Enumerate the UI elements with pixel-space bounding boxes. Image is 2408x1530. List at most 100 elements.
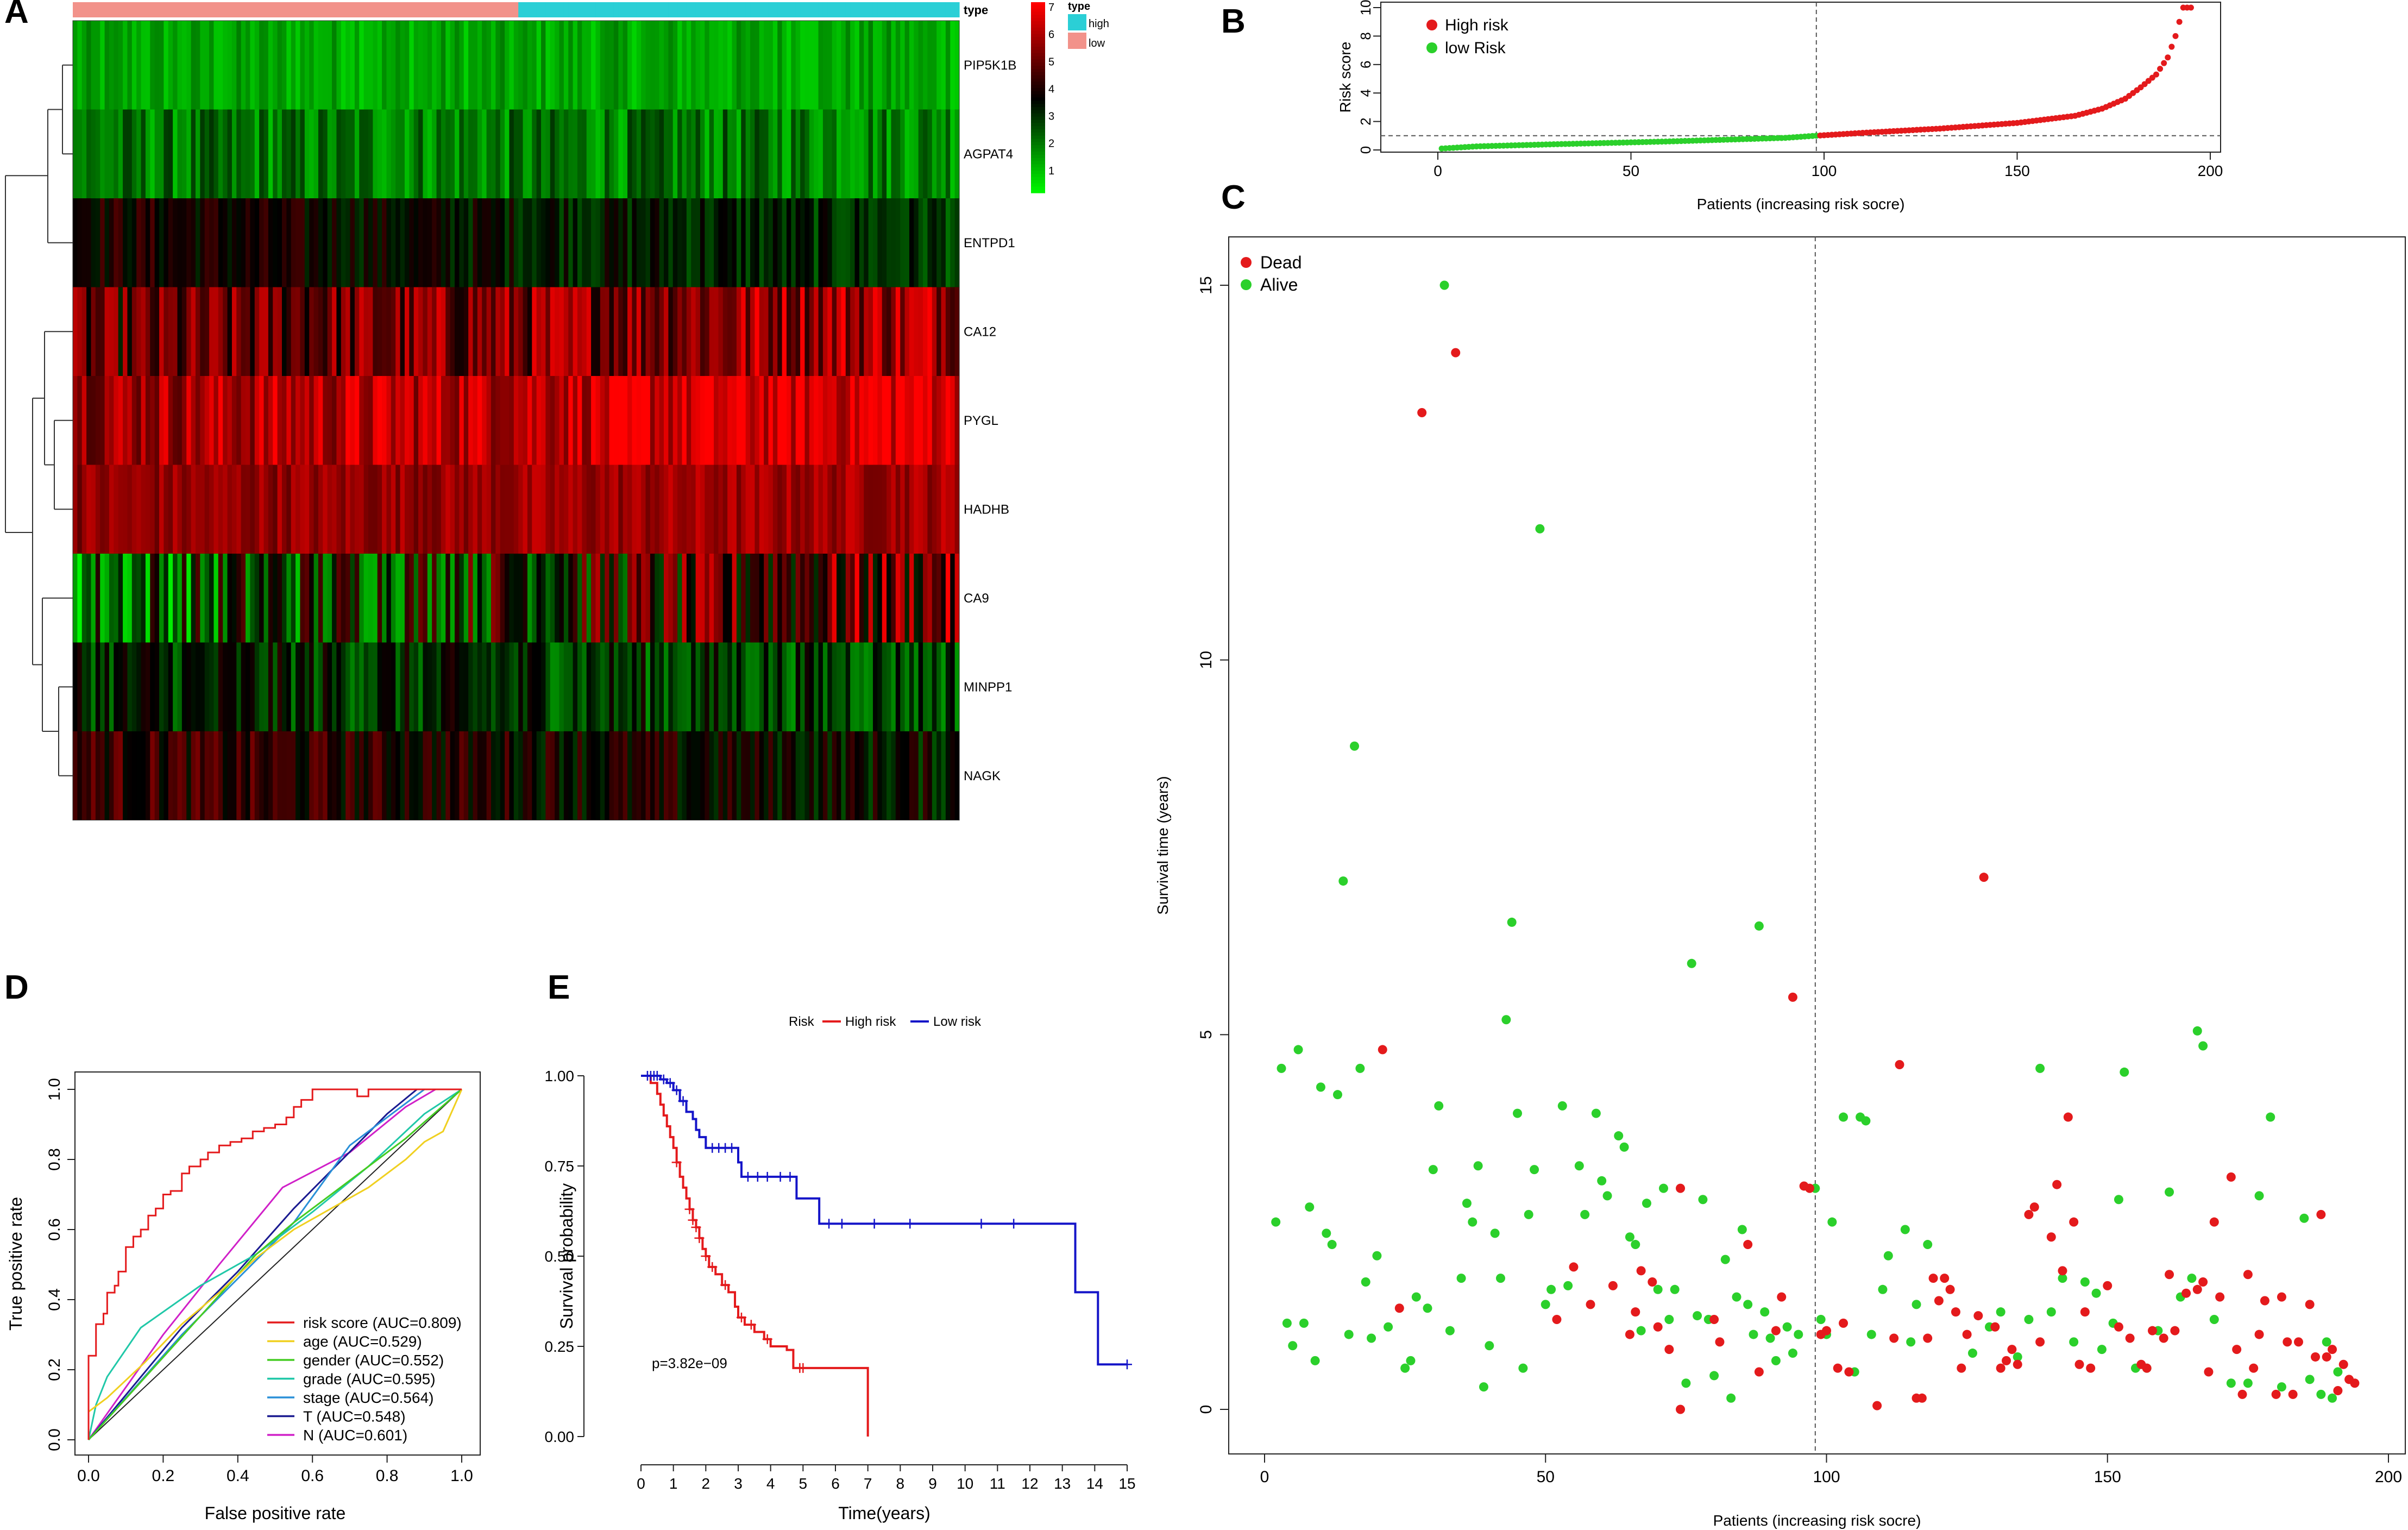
heatmap-cell (359, 287, 364, 377)
heatmap-cell (241, 554, 246, 643)
heatmap-cell (482, 376, 487, 465)
heatmap-cell (827, 731, 833, 820)
heatmap-cell (682, 554, 687, 643)
heatmap-cell (764, 554, 769, 643)
heatmap-cell (695, 465, 701, 554)
heatmap-cell (641, 287, 646, 377)
heatmap-cell (145, 109, 150, 199)
annotation-cell (136, 2, 142, 17)
x-tick-label: 0.0 (77, 1467, 100, 1485)
heatmap-cell (655, 731, 660, 820)
annotation-cell (914, 2, 919, 17)
heatmap-cell (73, 554, 78, 643)
heatmap-cell (109, 376, 114, 465)
heatmap-cell (709, 109, 714, 199)
alive-point (2316, 1389, 2326, 1399)
heatmap-cell (764, 109, 769, 199)
gene-label: CA12 (964, 324, 996, 339)
legend-label: grade (AUC=0.595) (303, 1371, 436, 1388)
heatmap-cell (672, 287, 678, 377)
x-tick-label: 200 (2375, 1468, 2402, 1486)
heatmap-cell (655, 465, 660, 554)
heatmap-cell (377, 376, 382, 465)
annotation-cell (131, 2, 137, 17)
heatmap-cell (909, 21, 914, 110)
heatmap-cell (495, 21, 501, 110)
heatmap-cell (204, 376, 210, 465)
heatmap-cell (541, 465, 546, 554)
y-tick-label: 8 (1357, 32, 1374, 40)
heatmap-cell (718, 642, 724, 732)
alive-point (1305, 1202, 1315, 1212)
alive-point (1361, 1277, 1370, 1287)
annotation-cell (718, 2, 724, 17)
heatmap-cell (477, 287, 482, 377)
heatmap-cell (582, 465, 587, 554)
heatmap-cell (750, 465, 755, 554)
heatmap-cell (141, 198, 146, 287)
heatmap-cell (336, 554, 342, 643)
heatmap-cell (727, 731, 733, 820)
heatmap-cell (413, 554, 419, 643)
heatmap-cell (609, 287, 614, 377)
heatmap-cell (81, 554, 87, 643)
heatmap-cell (750, 21, 755, 110)
alive-point (2080, 1277, 2090, 1287)
heatmap-cell (200, 287, 205, 377)
alive-point (1518, 1363, 1528, 1373)
heatmap-cell (814, 198, 819, 287)
alive-point (1883, 1251, 1893, 1261)
heatmap-cell (818, 21, 823, 110)
heatmap-cell (400, 21, 405, 110)
heatmap-cell (595, 198, 601, 287)
heatmap-cell (732, 287, 737, 377)
heatmap-cell (491, 731, 496, 820)
heatmap-cell (423, 21, 428, 110)
heatmap-cell (736, 21, 741, 110)
heatmap-cell (86, 465, 92, 554)
heatmap-cell (195, 109, 200, 199)
heatmap-cell (327, 109, 332, 199)
heatmap-cell (677, 731, 683, 820)
annotation-cell (568, 2, 574, 17)
heatmap-cell (718, 731, 724, 820)
alive-point (1658, 1183, 1668, 1193)
heatmap-cell (491, 109, 496, 199)
heatmap-cell (618, 109, 624, 199)
km-curve (641, 1075, 869, 1437)
heatmap-cell (904, 376, 910, 465)
heatmap-cell (659, 198, 664, 287)
heatmap-cell (468, 554, 474, 643)
gene-label: MINPP1 (964, 680, 1012, 694)
annotation-cell (463, 2, 469, 17)
heatmap-cell (382, 465, 387, 554)
heatmap-cell (782, 376, 787, 465)
heatmap-cell (455, 642, 460, 732)
annotation-cell (91, 2, 96, 17)
heatmap-cell (218, 376, 223, 465)
heatmap-cell (755, 554, 760, 643)
heatmap-cell (513, 21, 519, 110)
heatmap-cell (613, 554, 619, 643)
heatmap-cell (127, 287, 133, 377)
heatmap-cell (627, 642, 633, 732)
heatmap-cell (550, 731, 555, 820)
heatmap-cell (318, 642, 323, 732)
dead-point (1940, 1274, 1950, 1283)
heatmap-cell (854, 731, 860, 820)
heatmap-cell (400, 731, 405, 820)
heatmap-cell (714, 642, 719, 732)
heatmap-cell (677, 465, 683, 554)
heatmap-cell (872, 465, 878, 554)
heatmap-cell (768, 465, 774, 554)
heatmap-cell (891, 198, 896, 287)
heatmap-cell (568, 376, 574, 465)
heatmap-cell (459, 554, 464, 643)
heatmap-cell (181, 642, 187, 732)
x-axis-title: Time(years) (838, 1503, 930, 1523)
heatmap-cell (827, 554, 833, 643)
heatmap-cell (563, 376, 569, 465)
heatmap-cell (505, 554, 510, 643)
heatmap-cell (523, 376, 528, 465)
heatmap-cell (463, 198, 469, 287)
